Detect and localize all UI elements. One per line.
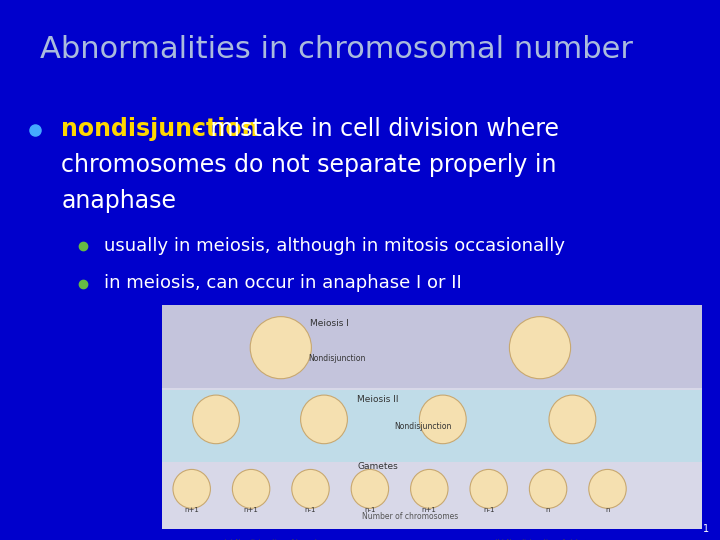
FancyBboxPatch shape (162, 305, 702, 388)
Ellipse shape (529, 469, 567, 508)
Ellipse shape (300, 395, 347, 444)
Text: 1: 1 (703, 523, 709, 534)
Text: nondisjunction: nondisjunction (61, 117, 258, 140)
Text: Meiosis II: Meiosis II (357, 395, 399, 404)
Text: Number of chromosomes: Number of chromosomes (362, 512, 459, 522)
Text: Nondisjunction: Nondisjunction (308, 354, 365, 363)
Text: n+1: n+1 (184, 507, 199, 513)
FancyBboxPatch shape (162, 390, 702, 462)
Ellipse shape (351, 469, 389, 508)
Ellipse shape (419, 395, 467, 444)
Ellipse shape (292, 469, 329, 508)
Ellipse shape (549, 395, 596, 444)
Ellipse shape (193, 395, 240, 444)
Ellipse shape (233, 469, 270, 508)
FancyBboxPatch shape (162, 305, 702, 529)
Text: n+1: n+1 (243, 507, 258, 513)
Text: n: n (546, 507, 550, 513)
Text: n-1: n-1 (305, 507, 316, 513)
Text: n-1: n-1 (364, 507, 376, 513)
Text: - mistake in cell division where: - mistake in cell division where (187, 117, 559, 140)
Ellipse shape (251, 316, 312, 379)
Text: anaphase: anaphase (61, 189, 176, 213)
Ellipse shape (589, 469, 626, 508)
Text: chromosomes do not separate properly in: chromosomes do not separate properly in (61, 153, 557, 177)
Ellipse shape (410, 469, 448, 508)
Text: usually in meiosis, although in mitosis occasionally: usually in meiosis, although in mitosis … (104, 237, 565, 255)
Text: n-1: n-1 (483, 507, 495, 513)
Text: Abnormalities in chromosomal number: Abnormalities in chromosomal number (40, 35, 633, 64)
Text: Meiosis I: Meiosis I (310, 319, 348, 328)
Ellipse shape (173, 469, 210, 508)
Text: Nondisjunction: Nondisjunction (395, 422, 451, 430)
Ellipse shape (470, 469, 508, 508)
Text: n+1: n+1 (422, 507, 437, 513)
Text: in meiosis, can occur in anaphase I or II: in meiosis, can occur in anaphase I or I… (104, 274, 462, 293)
Text: n: n (606, 507, 610, 513)
Text: (a) Nondisjunction of homologous
chromosomes in meiosis I: (a) Nondisjunction of homologous chromos… (225, 538, 337, 540)
Text: (b) Nondisjunction of sister
chromatids in meiosis II: (b) Nondisjunction of sister chromatids … (495, 538, 585, 540)
Text: Gametes: Gametes (358, 462, 398, 471)
Ellipse shape (509, 316, 570, 379)
